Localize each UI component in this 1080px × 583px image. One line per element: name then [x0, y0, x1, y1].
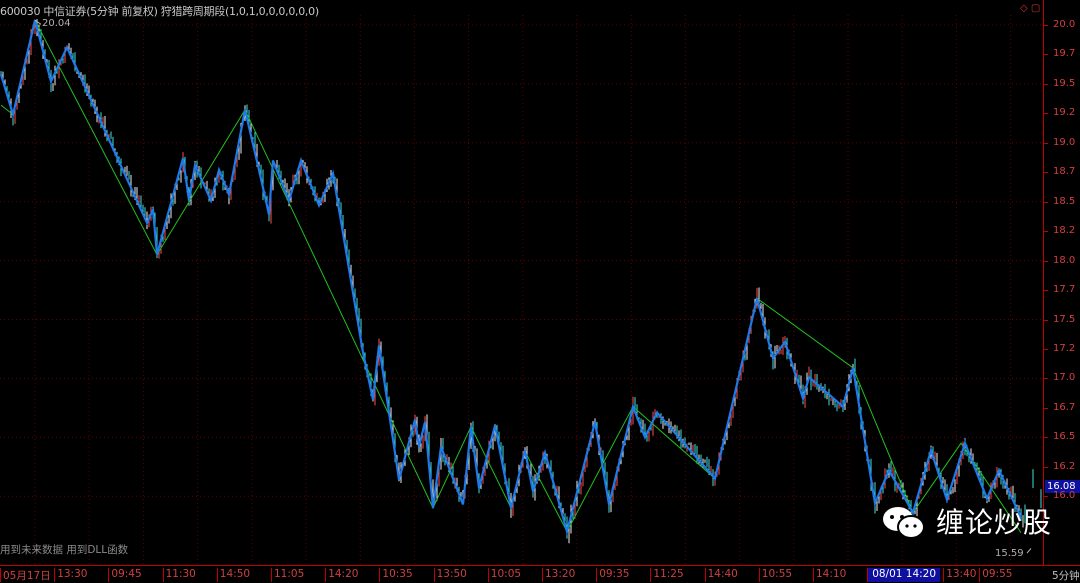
y-tick-mark	[1044, 407, 1048, 409]
watermark-text: 缠论炒股	[936, 506, 1053, 539]
y-tick-label: 16.5	[1053, 431, 1076, 443]
annotation-label: 15.59	[995, 548, 1024, 559]
y-tick-mark	[1044, 319, 1048, 321]
y-tick-mark	[1044, 466, 1048, 468]
x-tick-label: 13:40	[943, 568, 976, 582]
y-tick-label: 18.0	[1053, 254, 1076, 266]
y-tick-mark	[1044, 142, 1048, 144]
y-tick-label: 19.7	[1053, 48, 1076, 60]
x-tick-label: 10:05	[487, 568, 521, 582]
window-controls: ◇ ▢	[1020, 3, 1040, 14]
x-tick-label: 05月17日	[0, 568, 51, 582]
time-axis: 5分钟 05月17日 13:30 09:45 11:30 14:50 11:05 14:20…	[0, 565, 1080, 582]
y-tick-mark	[1044, 113, 1048, 115]
y-tick-label: 17.0	[1053, 372, 1076, 384]
y-tick-mark	[1044, 231, 1048, 233]
x-tick-label: 13:20	[542, 568, 575, 582]
x-tick-label: 10:55	[758, 568, 792, 582]
y-tick-mark	[1044, 201, 1048, 203]
y-tick-mark	[1044, 54, 1048, 56]
current-price-label: 16.08	[1045, 479, 1080, 493]
y-tick-mark	[1044, 83, 1048, 85]
y-tick-label: 20.0	[1053, 19, 1076, 30]
wechat-icon	[883, 507, 925, 539]
y-tick-mark	[1044, 260, 1048, 262]
y-tick-mark	[1044, 290, 1048, 292]
annotation-label: 20.04	[42, 18, 71, 30]
x-tick-label: 09:35	[596, 568, 629, 582]
y-tick-mark	[1044, 496, 1048, 498]
x-tick-label: 14:50	[216, 568, 250, 582]
annotation-pointer	[1026, 548, 1032, 554]
x-tick-label: 11:05	[271, 568, 304, 582]
formula-notes: 用到未来数据 用到DLL函数	[0, 544, 129, 556]
y-tick-label: 18.2	[1053, 225, 1076, 237]
y-tick-mark	[1044, 378, 1048, 380]
x-tick-label: 09:55	[979, 568, 1012, 582]
x-tick-label: 14:20	[325, 568, 358, 582]
x-tick-label: 13:30	[54, 568, 87, 582]
zigzag-minor-line	[0, 20, 1022, 536]
y-tick-label: 18.5	[1053, 195, 1076, 207]
diamond-icon[interactable]: ◇	[1020, 3, 1028, 14]
x-tick-label: 08/01 14:20	[867, 568, 941, 582]
y-tick-mark	[1044, 172, 1048, 174]
y-tick-label: 17.5	[1053, 313, 1076, 325]
x-tick-label: 11:30	[162, 568, 196, 582]
watermark: 缠论炒股	[880, 502, 1052, 544]
y-tick-mark	[1044, 25, 1048, 26]
y-tick-label: 16.2	[1053, 460, 1076, 472]
square-icon[interactable]: ▢	[1030, 3, 1041, 14]
y-tick-label: 18.7	[1053, 166, 1076, 178]
x-tick-label: 09:45	[108, 568, 142, 582]
annotation-pointer	[34, 19, 42, 25]
x-tick-label: 10:35	[379, 568, 413, 582]
y-tick-label: 16.0	[1053, 490, 1076, 502]
price-axis: 16.08 20.0 19.7 19.5 19.2 19.0 18.7 18.5 18.2 18…	[1043, 0, 1080, 566]
x-tick-label: 14:10	[813, 568, 846, 582]
period-label[interactable]: 5分钟	[1052, 570, 1080, 582]
y-tick-label: 16.7	[1053, 401, 1076, 413]
y-tick-label: 19.2	[1053, 107, 1076, 119]
y-tick-mark	[1044, 437, 1048, 439]
y-tick-mark	[1044, 348, 1048, 350]
y-tick-label: 17.2	[1053, 342, 1076, 354]
x-tick-label: 11:25	[650, 568, 684, 582]
x-tick-label: 14:40	[704, 568, 738, 582]
y-tick-label: 19.0	[1053, 136, 1076, 148]
y-tick-label: 19.5	[1053, 77, 1076, 89]
chart-title: 600030 中信证券(5分钟 前复权) 狩猎跨周期段(1,0,1,0,0,0,…	[0, 5, 319, 18]
x-tick-label: 13:50	[433, 568, 467, 582]
y-tick-label: 17.7	[1053, 284, 1076, 296]
price-chart	[0, 15, 1043, 565]
